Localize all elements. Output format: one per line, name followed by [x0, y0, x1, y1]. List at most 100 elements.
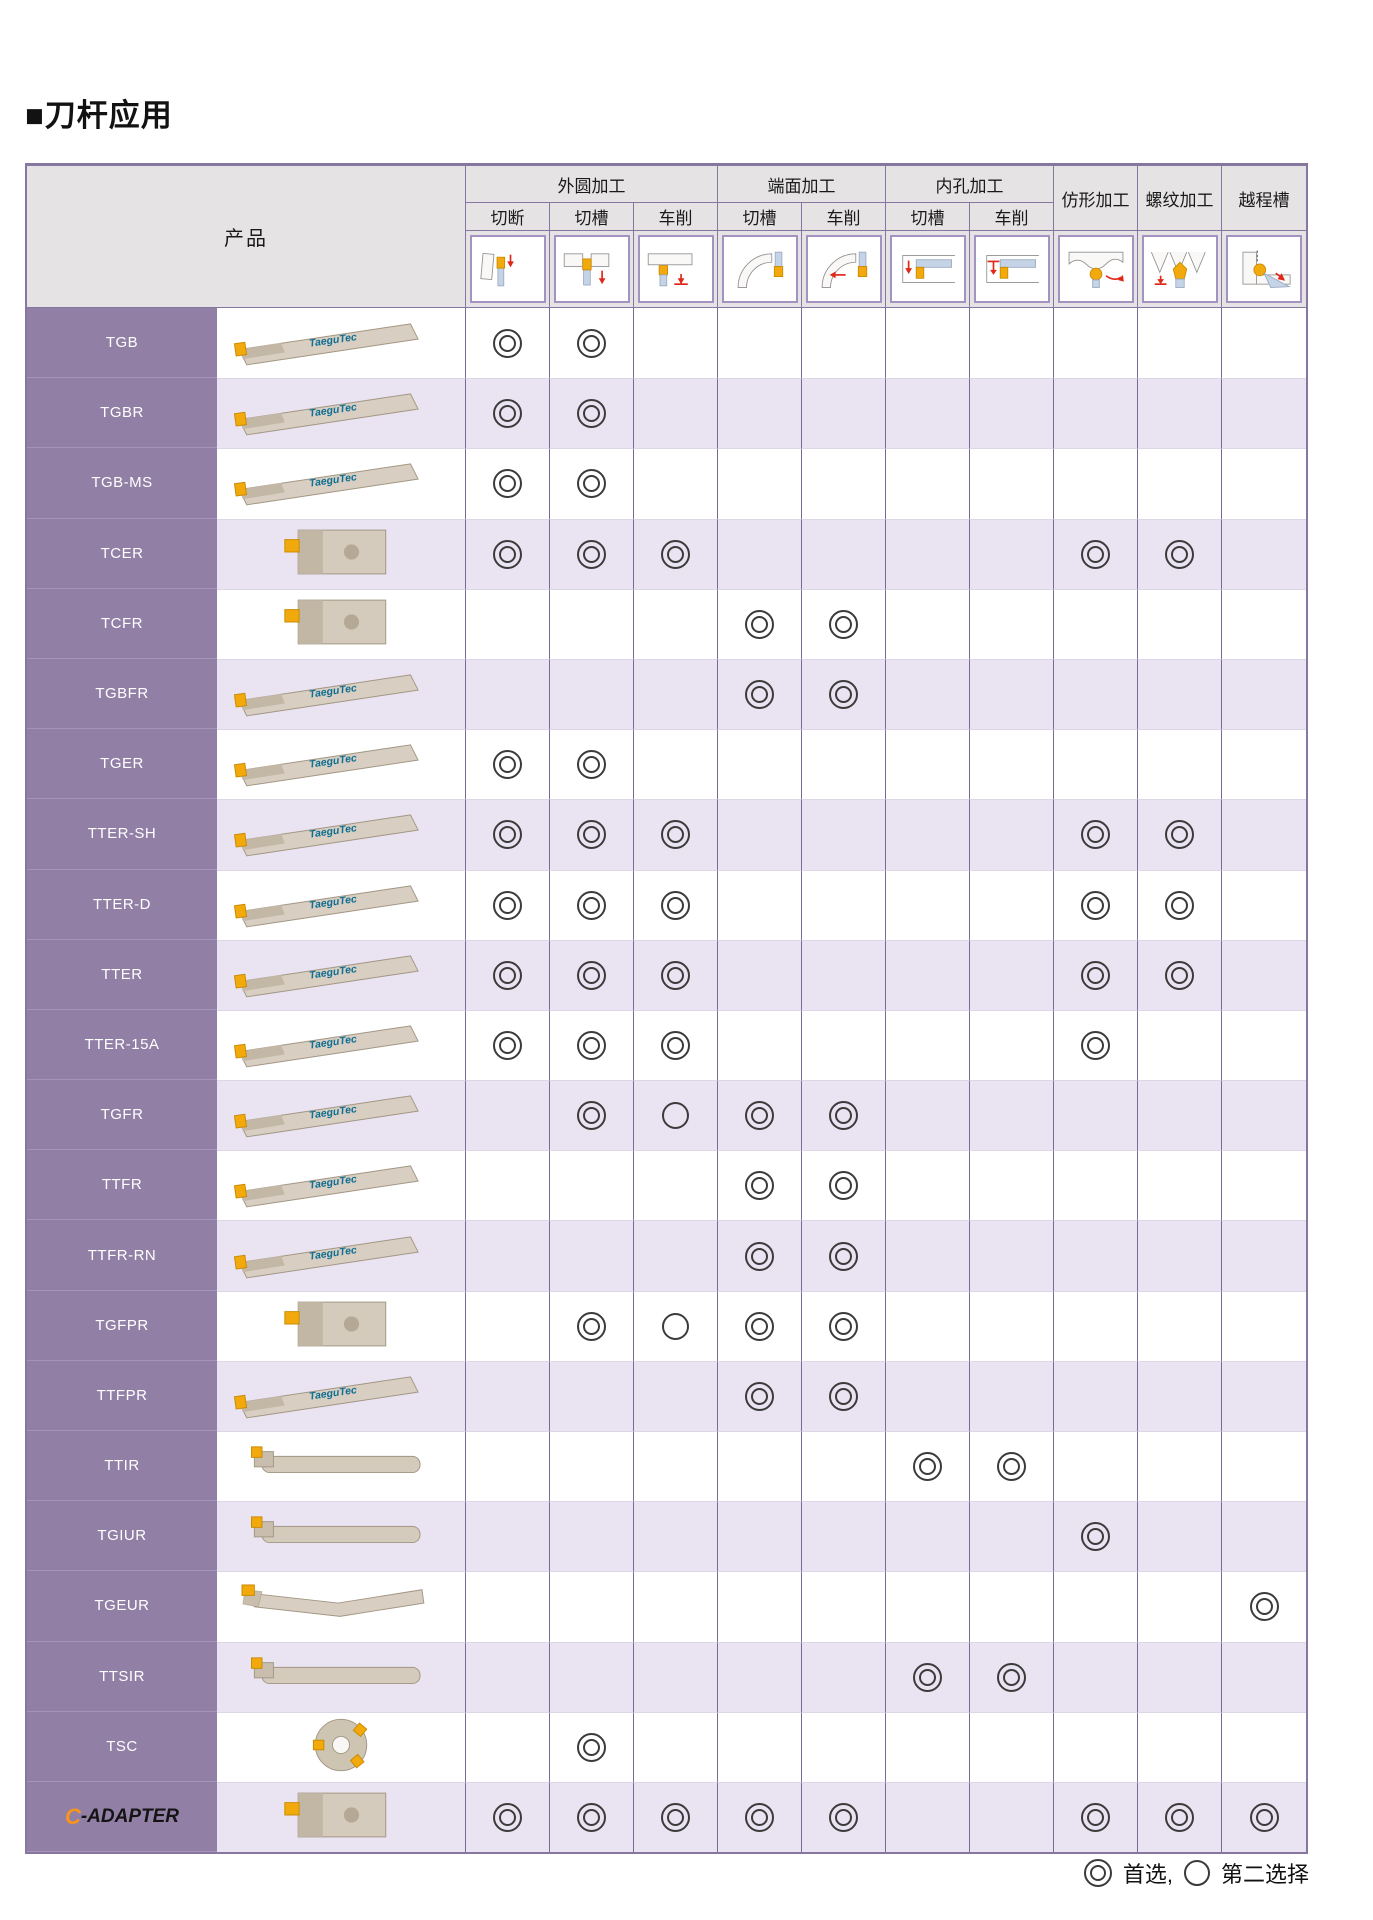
- first-choice-mark: [829, 1381, 858, 1411]
- first-choice-mark: [1081, 960, 1110, 990]
- product-name-cell: TTER-SH: [27, 799, 217, 870]
- external-cutoff-icon: [469, 235, 546, 303]
- block-tool-image: [222, 592, 460, 657]
- application-mark-cell: [718, 308, 802, 379]
- application-mark-cell: [466, 1711, 550, 1782]
- first-choice-mark: [745, 1101, 774, 1131]
- operation-icon-cell: [886, 231, 970, 308]
- first-choice-mark: [493, 1803, 522, 1833]
- first-choice-mark: [913, 1452, 942, 1482]
- first-choice-mark: [493, 469, 522, 499]
- application-mark-cell: [718, 729, 802, 800]
- block-tool-image: [222, 1294, 460, 1359]
- external-grooving-icon: [553, 235, 630, 303]
- application-mark-cell: [634, 1711, 718, 1782]
- bar-tool-image: TaeguTec: [222, 311, 460, 376]
- application-mark-cell: [550, 729, 634, 800]
- application-mark-cell: [1222, 1360, 1306, 1431]
- application-mark-cell: [1054, 799, 1138, 870]
- application-mark-cell: [1222, 1080, 1306, 1151]
- first-choice-mark: [1081, 1030, 1110, 1060]
- application-mark-cell: [718, 1711, 802, 1782]
- product-column-header: 产品: [27, 166, 466, 308]
- application-mark-cell: [1054, 308, 1138, 379]
- application-mark-cell: [1054, 658, 1138, 730]
- product-photo: [217, 1571, 466, 1642]
- second-choice-label: 第二选择: [1220, 1862, 1309, 1887]
- face-grooving-icon: [721, 235, 798, 303]
- product-name-cell: TGBR: [27, 378, 217, 449]
- toolholder-application-table: 产品 外圆加工 端面加工 内孔加工 仿形加工 螺纹加工 越程槽 切断 切槽 车削 切槽 车削 切槽 车削: [25, 163, 1308, 1855]
- application-mark-cell: [1138, 1220, 1222, 1291]
- application-mark-cell: [634, 518, 718, 589]
- application-grid: 产品 外圆加工 端面加工 内孔加工 仿形加工 螺纹加工 越程槽 切断 切槽 车削 切槽 车削 切槽 车削: [27, 166, 1306, 1853]
- application-mark-cell: [886, 518, 970, 589]
- first-choice-mark: [577, 1311, 606, 1341]
- first-choice-mark: [745, 680, 774, 710]
- application-mark-cell: [718, 1501, 802, 1572]
- application-mark-cell: [970, 869, 1054, 940]
- product-photo: TaeguTec: [217, 1150, 466, 1221]
- first-choice-mark: [1081, 820, 1110, 850]
- application-mark-cell: [718, 1150, 802, 1221]
- bar-tool-image: TaeguTec: [222, 1364, 460, 1429]
- application-mark-cell: [886, 1781, 970, 1853]
- application-mark-cell: [718, 1009, 802, 1081]
- application-mark-cell: [718, 1290, 802, 1361]
- first-choice-mark: [493, 750, 522, 780]
- application-mark-cell: [634, 448, 718, 519]
- application-mark-cell: [970, 1150, 1054, 1221]
- application-mark-cell: [1054, 518, 1138, 589]
- application-mark-cell: [550, 1571, 634, 1642]
- application-mark-cell: [802, 308, 886, 379]
- first-choice-mark: [577, 820, 606, 850]
- application-mark-cell: [550, 1431, 634, 1502]
- application-mark-cell: [1222, 518, 1306, 589]
- bar-tool-image: TaeguTec: [222, 381, 460, 446]
- first-choice-mark: [1081, 1803, 1110, 1833]
- first-choice-mark: [829, 680, 858, 710]
- application-mark-cell: [1222, 658, 1306, 730]
- application-mark-cell: [466, 1220, 550, 1291]
- application-mark-cell: [718, 658, 802, 730]
- application-mark-cell: [886, 378, 970, 449]
- application-mark-cell: [970, 1781, 1054, 1853]
- application-mark-cell: [1054, 1290, 1138, 1361]
- application-mark-cell: [634, 1501, 718, 1572]
- column-header-threading: 螺纹加工: [1138, 166, 1222, 231]
- application-mark-cell: [466, 1360, 550, 1431]
- sub-column-header: 车削: [970, 203, 1054, 231]
- application-mark-cell: [886, 1641, 970, 1712]
- second-choice-mark: [662, 1312, 689, 1340]
- round-bar-tool-image: [222, 1434, 460, 1499]
- application-mark-cell: [466, 1571, 550, 1642]
- application-mark-cell: [550, 869, 634, 940]
- product-photo: TaeguTec: [217, 1220, 466, 1291]
- application-mark-cell: [634, 308, 718, 379]
- application-mark-cell: [1138, 939, 1222, 1010]
- product-photo: [217, 1781, 466, 1853]
- application-mark-cell: [1138, 1009, 1222, 1081]
- first-choice-mark: [577, 328, 606, 358]
- profiling-icon: [1057, 235, 1134, 303]
- application-mark-cell: [718, 588, 802, 659]
- application-mark-cell: [1054, 448, 1138, 519]
- product-name-cell: TCER: [27, 518, 217, 589]
- application-mark-cell: [718, 1360, 802, 1431]
- product-name-cell: TGFR: [27, 1080, 217, 1151]
- product-name-cell: TTFR: [27, 1150, 217, 1221]
- application-mark-cell: [550, 939, 634, 1010]
- application-mark-cell: [718, 939, 802, 1010]
- application-mark-cell: [1054, 588, 1138, 659]
- application-mark-cell: [1222, 1431, 1306, 1502]
- first-choice-mark: [661, 1030, 690, 1060]
- application-mark-cell: [634, 939, 718, 1010]
- application-mark-cell: [970, 1431, 1054, 1502]
- product-photo: TaeguTec: [217, 378, 466, 449]
- application-mark-cell: [1138, 1290, 1222, 1361]
- application-mark-cell: [550, 588, 634, 659]
- application-mark-cell: [802, 518, 886, 589]
- application-mark-cell: [970, 939, 1054, 1010]
- first-choice-mark: [1081, 1522, 1110, 1552]
- application-mark-cell: [718, 1781, 802, 1853]
